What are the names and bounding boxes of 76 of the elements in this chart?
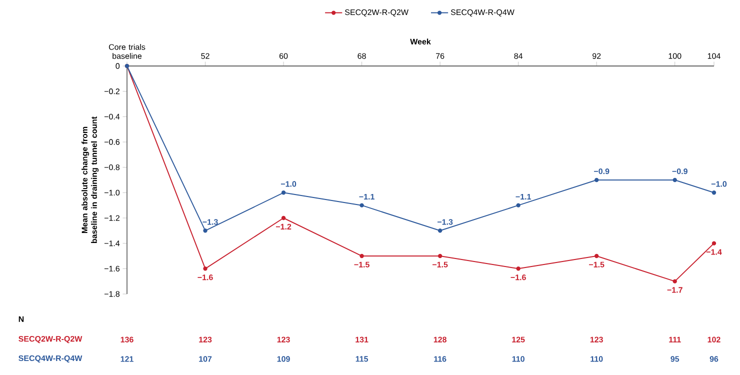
text: 136 [120,336,134,342]
y-tick-label: −1.6 [104,266,120,272]
y-tick-label: −0.2 [104,88,120,94]
point [281,216,286,220]
text: 115 [356,356,368,362]
point [712,241,716,246]
point [360,254,364,258]
point [281,190,286,195]
data-label: −1.5 [589,262,604,268]
text: 123 [199,336,212,342]
x-tick-label: 104 [708,53,720,59]
text: 95 [670,356,680,362]
data-label: −0.9 [672,168,688,174]
text: 123 [590,336,603,342]
x-tick-label: 92 [592,53,601,59]
data-label: −1.0 [280,181,296,187]
text: 121 [120,356,134,362]
text: SECQ2W-R-Q2W [18,336,82,344]
point [203,228,208,233]
point [672,279,677,284]
text: 111 [669,336,681,342]
data-label: −1.6 [510,274,526,280]
data-label: −1.3 [437,219,453,225]
text: 116 [434,356,446,362]
legend-label: SECQ2W-R-Q2W [345,9,408,17]
point [438,254,442,258]
data-label: −1.2 [276,224,292,230]
y-tick-label: −1.2 [104,215,120,221]
data-label: −0.9 [594,168,610,174]
data-label: −1.0 [711,181,727,187]
text: 128 [434,336,446,342]
text: 110 [590,356,603,362]
text: 123 [277,336,290,342]
text: 110 [512,356,524,362]
point [360,203,364,208]
y-tick-label: −1.4 [104,240,120,246]
data-label: −1.6 [198,274,213,280]
data-label: −1.5 [354,262,370,268]
point [438,228,442,233]
text: 109 [277,356,290,362]
x-tick-label: Core trials baseline [108,44,146,59]
y-tick-label: −0.4 [104,114,120,120]
point [594,178,599,182]
data-label: −1.1 [516,194,531,200]
data-label: −1.3 [202,219,218,225]
text: N [18,316,24,322]
point [516,266,520,271]
point [516,203,520,208]
text: 107 [199,356,212,362]
data-label: −1.4 [706,249,722,255]
text: 131 [356,336,368,342]
x-tick-label: 84 [514,53,523,59]
legend-label: SECQ4W-R-Q4W [450,9,514,17]
text: 96 [710,356,718,362]
data-label: −1.1 [359,194,374,200]
y-tick-label: 0 [116,63,120,69]
x-tick-label: 60 [279,53,288,59]
data-label: −1.7 [667,287,682,293]
text: 102 [708,336,720,342]
point [672,178,677,182]
y-axis-title: Mean absolute change from baseline in draining tunnel count [82,116,99,244]
data-label: −1.5 [432,262,448,268]
text: SECQ4W-R-Q4W [18,355,82,363]
x-tick-label: 68 [358,53,366,59]
y-tick-label: −1.8 [104,291,120,297]
x-tick-label: 100 [668,53,682,59]
x-tick-label: 76 [436,53,444,59]
y-tick-label: −0.8 [104,164,120,170]
x-axis-title: Week [410,38,431,44]
text: 125 [512,336,525,342]
point [594,254,599,258]
point [712,190,716,195]
x-tick-label: 52 [201,53,210,59]
point [203,266,208,271]
y-tick-label: −1.0 [104,190,120,196]
y-tick-label: −0.6 [104,139,120,145]
